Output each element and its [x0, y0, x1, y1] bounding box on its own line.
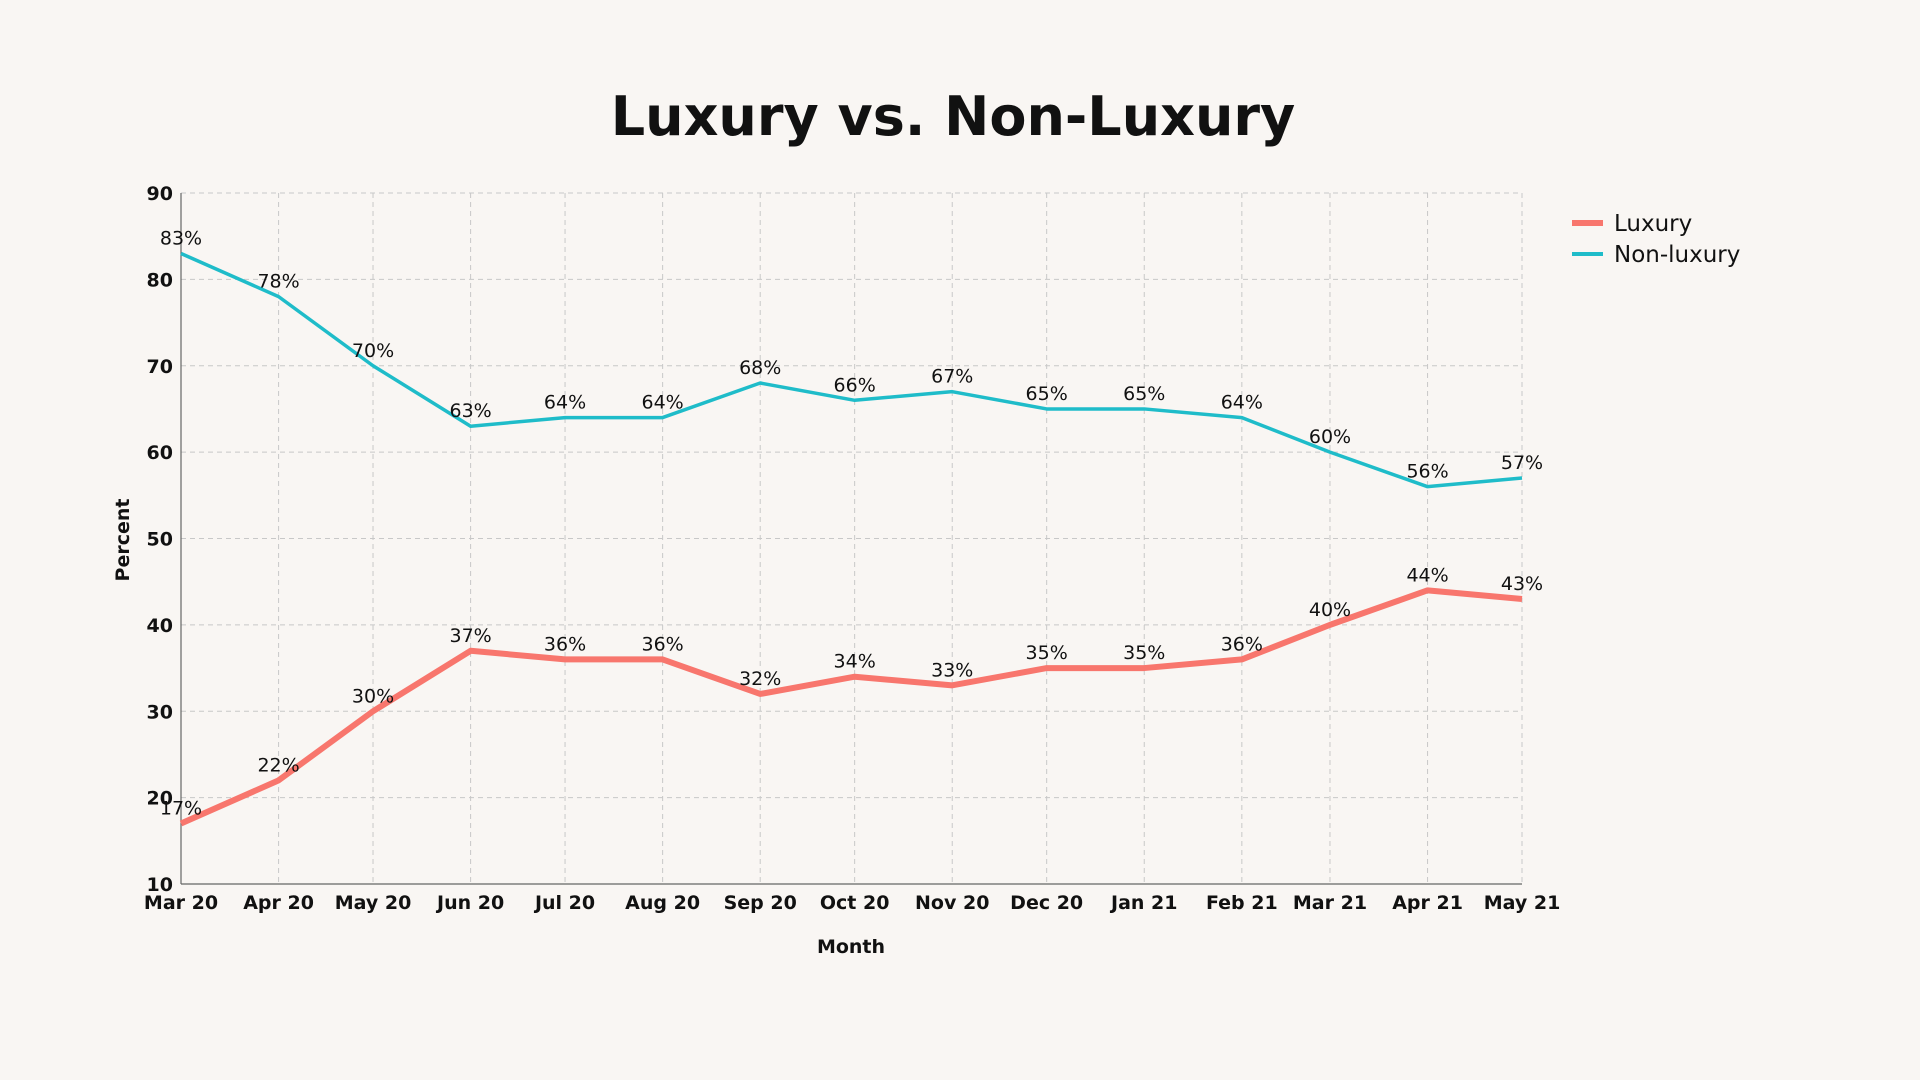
data-label: 56%	[1406, 461, 1448, 483]
data-label: 40%	[1309, 599, 1351, 621]
data-label: 64%	[1221, 392, 1263, 414]
data-label: 30%	[352, 685, 394, 707]
legend-label: Luxury	[1614, 211, 1692, 237]
x-tick-label: Aug 20	[625, 892, 700, 914]
data-label: 65%	[1026, 383, 1068, 405]
y-tick-label: 90	[147, 183, 173, 205]
x-axis-label: Month	[817, 936, 885, 958]
x-tick-label: Jul 20	[533, 892, 595, 914]
x-tick-label: Jan 21	[1109, 892, 1177, 914]
data-label: 66%	[834, 374, 876, 396]
series-line-non-luxury	[180, 251, 1523, 489]
y-tick-label: 10	[147, 874, 173, 896]
x-tick-label: May 20	[335, 892, 412, 914]
x-tick-label: May 21	[1484, 892, 1561, 914]
data-label: 70%	[352, 340, 394, 362]
data-label: 32%	[739, 668, 781, 690]
x-tick-label: Mar 20	[144, 892, 218, 914]
data-label: 35%	[1026, 642, 1068, 664]
legend-label: Non-luxury	[1614, 242, 1740, 268]
data-label: 36%	[544, 633, 586, 655]
x-tick-label: Apr 21	[1392, 892, 1463, 914]
data-label: 34%	[834, 651, 876, 673]
data-label: 43%	[1501, 573, 1543, 595]
data-label: 37%	[449, 625, 491, 647]
x-tick-label: Apr 20	[243, 892, 314, 914]
x-tick-label: Dec 20	[1010, 892, 1083, 914]
y-tick-label: 70	[147, 356, 173, 378]
data-label: 57%	[1501, 452, 1543, 474]
y-tick-label: 20	[147, 788, 173, 810]
data-label: 35%	[1123, 642, 1165, 664]
data-label: 78%	[257, 271, 299, 293]
y-tick-label: 30	[147, 701, 173, 723]
series-line-luxury	[179, 587, 1523, 827]
x-tick-label: Feb 21	[1206, 892, 1278, 914]
x-tick-label: Nov 20	[915, 892, 989, 914]
x-tick-label: Jun 20	[435, 892, 504, 914]
data-label: 63%	[449, 400, 491, 422]
data-label: 83%	[160, 227, 202, 249]
y-axis-label: Percent	[112, 499, 134, 582]
data-label: 65%	[1123, 383, 1165, 405]
chart-title: Luxury vs. Non-Luxury	[611, 85, 1296, 148]
x-tick-label: Oct 20	[820, 892, 890, 914]
data-label: 36%	[1221, 633, 1263, 655]
data-label: 17%	[160, 798, 202, 820]
data-label: 33%	[931, 659, 973, 681]
y-tick-label: 40	[147, 615, 173, 637]
x-tick-label: Mar 21	[1293, 892, 1367, 914]
data-label: 67%	[931, 366, 973, 388]
data-label: 36%	[642, 633, 684, 655]
data-label: 64%	[642, 392, 684, 414]
legend: Luxury Non-luxury	[1572, 211, 1740, 268]
data-label: 64%	[544, 392, 586, 414]
x-tick-label: Sep 20	[724, 892, 797, 914]
data-label: 68%	[739, 357, 781, 379]
y-tick-label: 50	[147, 529, 173, 551]
y-tick-label: 60	[147, 442, 173, 464]
data-label: 22%	[257, 754, 299, 776]
data-label: 44%	[1406, 564, 1448, 586]
data-label: 60%	[1309, 426, 1351, 448]
y-tick-label: 80	[147, 269, 173, 291]
